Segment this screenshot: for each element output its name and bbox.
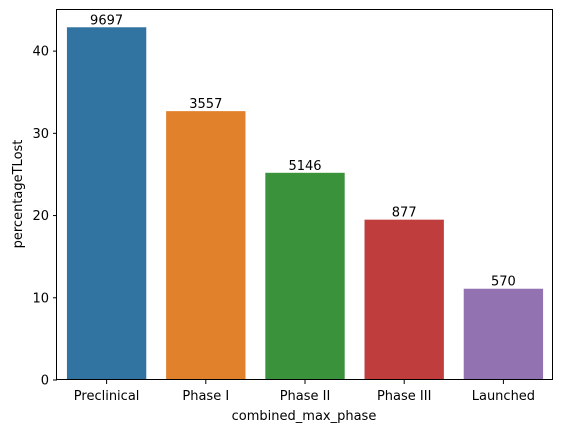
x-tick-label: Phase II	[280, 389, 331, 404]
bar	[364, 219, 444, 380]
x-tick-label: Launched	[472, 389, 535, 404]
y-tick-label: 40	[32, 45, 49, 60]
y-axis: 0 10 20 30 40	[32, 45, 57, 389]
bar-labels-group: 9697 3557 5146 877 570	[90, 13, 516, 289]
x-tick-label: Preclinical	[74, 389, 140, 404]
bars-group	[66, 27, 544, 381]
bar	[66, 27, 147, 381]
bar-data-label: 877	[392, 206, 417, 221]
bar-data-label: 570	[491, 275, 516, 290]
x-tick-label: Phase I	[182, 389, 229, 404]
bar-data-label: 9697	[90, 13, 123, 28]
x-axis: Preclinical Phase I Phase II Phase III Launc…	[74, 380, 535, 404]
bar	[463, 288, 544, 380]
bar	[166, 111, 246, 380]
y-axis-label: percentageTLost	[11, 140, 26, 249]
bar	[265, 172, 345, 380]
bar-data-label: 5146	[288, 159, 321, 174]
bar-data-label: 3557	[189, 97, 222, 112]
y-tick-label: 30	[32, 127, 49, 142]
y-tick-label: 10	[32, 291, 49, 306]
y-tick-label: 20	[32, 209, 49, 224]
x-axis-label: combined_max_phase	[232, 409, 377, 424]
x-tick-label: Phase III	[377, 389, 431, 404]
y-tick-label: 0	[41, 374, 49, 389]
plot-frame	[56, 9, 553, 380]
